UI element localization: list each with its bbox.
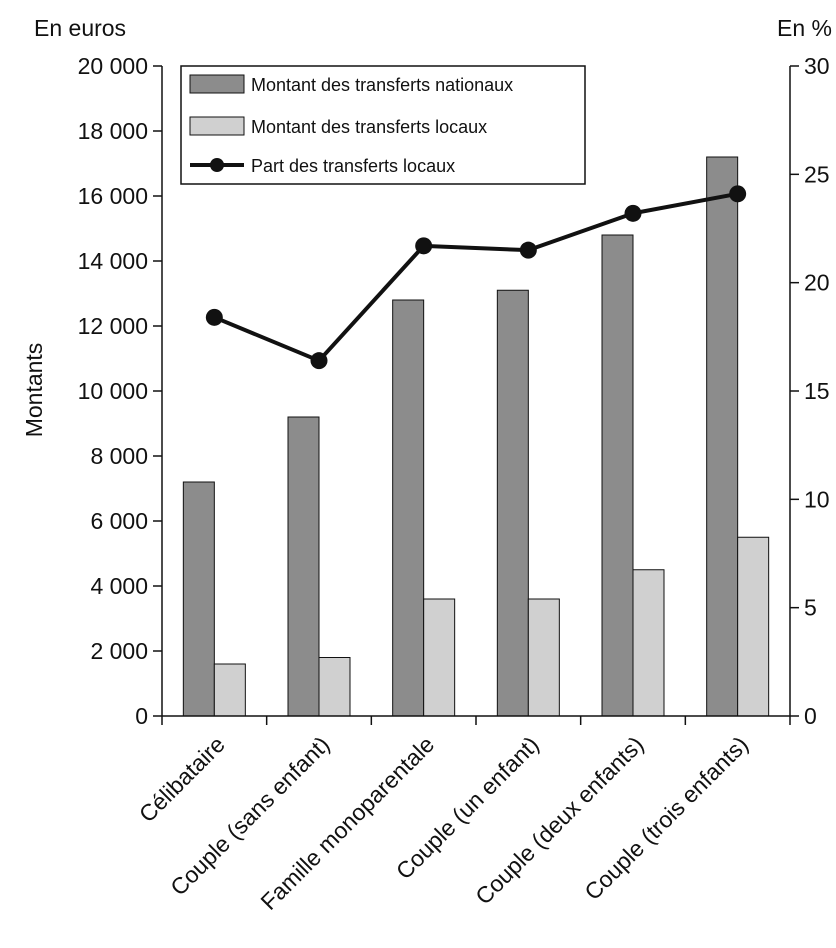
category-label-2: Famille monoparentale [255, 731, 439, 915]
left-tick-label-3: 6 000 [90, 508, 148, 534]
category-label-0: Célibataire [134, 731, 230, 827]
legend-marker-share [210, 158, 224, 172]
legend: Montant des transferts nationaux Montant… [180, 65, 586, 185]
left-tick-label-1: 2 000 [90, 638, 148, 664]
right-tick-label-2: 10 [804, 486, 830, 512]
category-label-4: Couple (deux enfants) [470, 731, 648, 909]
line-layer [205, 185, 747, 370]
right-tick-label-0: 0 [804, 703, 817, 729]
left-tick-label-10: 20 000 [78, 53, 148, 79]
bars-layer [182, 156, 770, 717]
point-share-2 [415, 237, 433, 255]
left-tick-label-6: 12 000 [78, 313, 148, 339]
right-tick-label-3: 15 [804, 378, 830, 404]
legend-label-local: Montant des transferts locaux [251, 117, 487, 137]
bar-local-2 [423, 598, 456, 717]
bar-local-4 [632, 569, 665, 717]
left-tick-label-2: 4 000 [90, 573, 148, 599]
left-axis-label: Montants [21, 343, 47, 438]
legend-label-share: Part des transferts locaux [251, 156, 455, 176]
point-share-3 [519, 241, 537, 259]
left-tick-label-7: 14 000 [78, 248, 148, 274]
bar-national-3 [496, 289, 529, 717]
legend-swatch-national [189, 74, 245, 94]
left-tick-label-5: 10 000 [78, 378, 148, 404]
bar-local-3 [527, 598, 560, 717]
bar-national-4 [601, 234, 634, 717]
bar-local-5 [737, 536, 770, 717]
left-tick-label-8: 16 000 [78, 183, 148, 209]
point-share-5 [729, 185, 747, 203]
right-tick-label-5: 25 [804, 161, 830, 187]
legend-box [180, 65, 586, 185]
bar-national-5 [706, 156, 739, 717]
left-axis-unit: En euros [34, 15, 126, 41]
point-share-4 [624, 204, 642, 222]
legend-label-national: Montant des transferts nationaux [251, 75, 513, 95]
bar-local-1 [318, 657, 351, 717]
bar-national-0 [182, 481, 215, 717]
line-share-local [213, 191, 739, 363]
right-tick-label-1: 5 [804, 595, 817, 621]
left-tick-label-9: 18 000 [78, 118, 148, 144]
bar-national-2 [392, 299, 425, 717]
left-tick-label-4: 8 000 [90, 443, 148, 469]
point-share-1 [310, 352, 328, 370]
legend-swatch-local [189, 116, 245, 136]
left-tick-label-0: 0 [135, 703, 148, 729]
point-share-0 [205, 308, 223, 326]
right-axis-unit: En % [777, 15, 832, 41]
bar-national-1 [287, 416, 320, 717]
bar-local-0 [213, 663, 246, 717]
right-tick-label-4: 20 [804, 270, 830, 296]
right-tick-label-6: 30 [804, 53, 830, 79]
